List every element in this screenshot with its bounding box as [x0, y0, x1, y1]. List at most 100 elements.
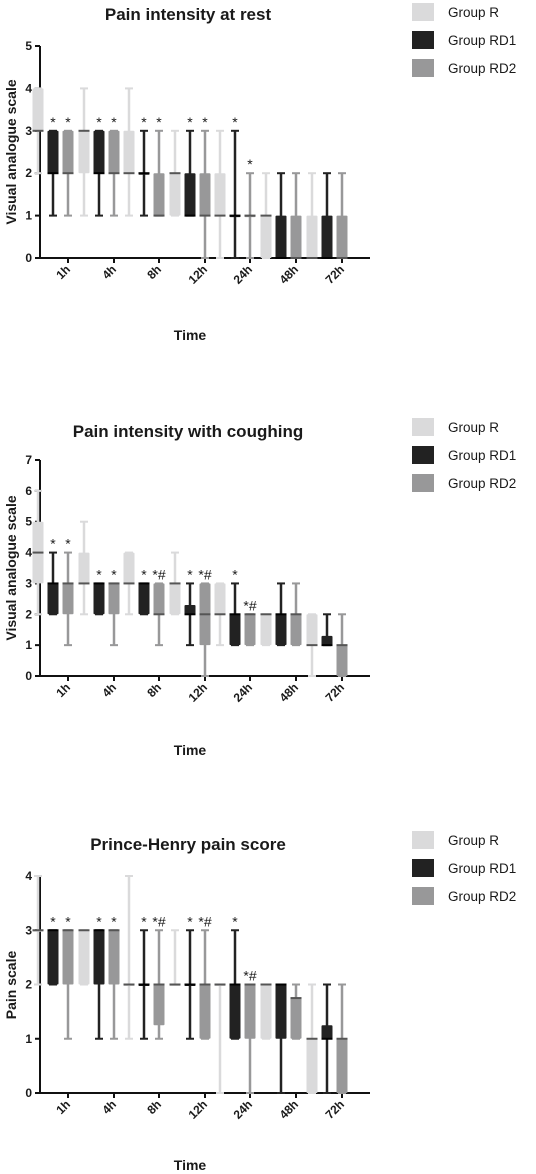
- y-tick-label: 4: [25, 869, 32, 883]
- box-iqr: [260, 215, 272, 258]
- box-group-rd2: [108, 929, 120, 1040]
- box-group-r: [169, 551, 181, 616]
- box-iqr: [336, 215, 348, 258]
- significance-mark: *: [247, 156, 253, 172]
- box-group-rd1: [184, 929, 196, 1040]
- x-tick-label: 72h: [323, 262, 348, 287]
- significance-mark: *: [232, 114, 238, 130]
- box-iqr: [290, 215, 302, 258]
- x-tick-label: 1h: [53, 680, 73, 700]
- x-tick-label: 8h: [144, 680, 164, 700]
- box-group-r: [32, 87, 44, 175]
- significance-mark: *: [141, 913, 147, 929]
- legend-label: Group RD2: [448, 476, 516, 491]
- box-iqr: [321, 635, 333, 646]
- significance-mark: *: [50, 913, 56, 929]
- box-iqr: [93, 130, 105, 174]
- significance-mark: *#: [243, 968, 256, 984]
- chart-title: Prince-Henry pain score: [90, 835, 286, 854]
- significance-mark: *: [187, 566, 193, 582]
- box-iqr: [321, 215, 333, 258]
- legend-label: Group R: [448, 5, 499, 20]
- y-tick-label: 0: [25, 251, 32, 265]
- x-tick-label: 1h: [53, 1097, 73, 1117]
- box-iqr: [260, 984, 272, 1039]
- box-group-rd2: [153, 582, 165, 647]
- box-group-r: [32, 489, 44, 616]
- legend-label: Group RD1: [448, 33, 516, 48]
- box-group-rd1: [321, 983, 333, 1094]
- legend-swatch: [412, 3, 434, 21]
- x-tick-label: 12h: [186, 262, 211, 287]
- chart-title: Pain intensity with coughing: [73, 422, 303, 441]
- y-tick-label: 4: [25, 546, 32, 560]
- box-iqr: [123, 130, 135, 174]
- box-group-rd2: [244, 983, 256, 1094]
- x-tick-label: 48h: [277, 680, 302, 705]
- significance-mark: *#: [198, 913, 211, 929]
- box-group-r: [169, 129, 181, 217]
- box-group-r: [123, 551, 135, 616]
- box-iqr: [336, 645, 348, 676]
- significance-mark: *: [141, 114, 147, 130]
- box-group-rd2: [199, 582, 211, 677]
- x-tick-label: 12h: [186, 1097, 211, 1122]
- x-tick-label: 4h: [99, 1097, 119, 1117]
- box-iqr: [47, 130, 59, 174]
- box-group-rd1: [229, 929, 241, 1040]
- box-group-rd1: [138, 129, 150, 217]
- significance-mark: *: [111, 913, 117, 929]
- y-axis-label: Visual analogue scale: [3, 79, 19, 224]
- box-group-r: [123, 87, 135, 217]
- box-iqr: [275, 215, 287, 258]
- x-tick-label: 24h: [231, 680, 256, 705]
- significance-mark: *: [187, 114, 193, 130]
- box-iqr: [321, 1025, 333, 1039]
- x-tick-label: 4h: [99, 262, 119, 282]
- box-iqr: [62, 583, 74, 615]
- box-iqr: [229, 614, 241, 646]
- box-group-rd1: [229, 129, 241, 259]
- box-group-r: [78, 87, 90, 217]
- box-group-rd2: [108, 582, 120, 647]
- box-group-rd1: [47, 929, 59, 986]
- box-group-rd1: [184, 129, 196, 217]
- box-group-rd1: [47, 551, 59, 616]
- box-iqr: [214, 583, 226, 615]
- box-iqr: [153, 984, 165, 1026]
- legend-label: Group RD2: [448, 61, 516, 76]
- box-iqr: [47, 930, 59, 985]
- legend-swatch: [412, 474, 434, 492]
- box-group-r: [260, 172, 272, 259]
- significance-mark: *: [111, 114, 117, 130]
- box-group-rd1: [321, 172, 333, 259]
- legend-label: Group R: [448, 420, 499, 435]
- legend-swatch: [412, 887, 434, 905]
- box-group-rd1: [93, 929, 105, 1040]
- y-tick-label: 3: [25, 923, 32, 937]
- box-group-r: [32, 875, 44, 986]
- box-group-rd2: [290, 983, 302, 1040]
- box-group-rd2: [244, 172, 256, 259]
- y-tick-label: 7: [25, 453, 32, 467]
- x-axis-label: Time: [174, 742, 207, 758]
- box-group-r: [260, 983, 272, 1040]
- box-iqr: [62, 930, 74, 985]
- significance-mark: *: [50, 114, 56, 130]
- box-iqr: [199, 984, 211, 1039]
- box-group-r: [214, 582, 226, 647]
- legend-swatch: [412, 59, 434, 77]
- box-group-rd2: [199, 929, 211, 1040]
- box-iqr: [306, 1038, 318, 1093]
- box-group-r: [214, 129, 226, 259]
- y-tick-label: 2: [25, 978, 32, 992]
- box-iqr: [199, 173, 211, 216]
- legend-label: Group RD2: [448, 889, 516, 904]
- y-tick-label: 2: [25, 166, 32, 180]
- box-iqr: [306, 614, 318, 646]
- significance-mark: *: [96, 566, 102, 582]
- significance-mark: *: [141, 566, 147, 582]
- x-tick-label: 24h: [231, 1097, 256, 1122]
- y-axis-label: Visual analogue scale: [3, 495, 19, 640]
- box-group-r: [260, 613, 272, 647]
